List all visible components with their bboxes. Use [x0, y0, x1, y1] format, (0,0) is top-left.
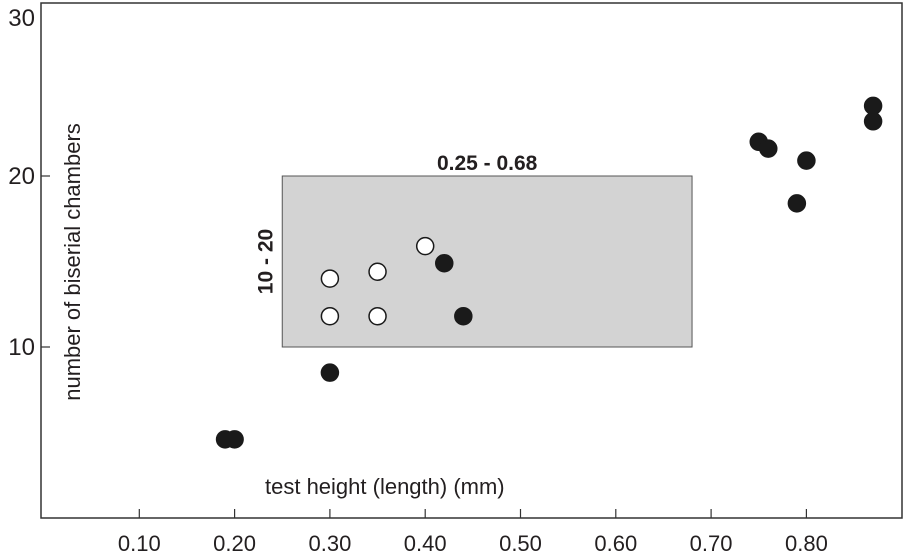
filled-data-point [863, 96, 883, 116]
x-axis-label: test height (length) (mm) [265, 474, 505, 499]
region-y-label: 10 - 20 [254, 229, 277, 294]
y-tick-label: 20 [8, 163, 35, 190]
x-tick-label: 0.20 [213, 531, 256, 554]
open-data-point [368, 306, 387, 326]
highlight-region [281, 175, 693, 348]
filled-data-point [759, 139, 778, 158]
region-x-label: 0.25 - 0.68 [437, 152, 538, 175]
filled-data-point [454, 306, 473, 326]
filled-data-point [225, 430, 244, 449]
x-tick-label: 0.60 [594, 531, 637, 554]
filled-data-point [863, 112, 883, 131]
x-tick-label: 0.70 [690, 531, 733, 554]
filled-data-point [320, 363, 340, 382]
x-tick-label: 0.30 [308, 531, 351, 554]
y-axis-label: number of biserial chambers [60, 123, 85, 401]
y-tick-label: 30 [8, 5, 35, 32]
y-tick-label: 10 [8, 334, 35, 361]
filled-data-point [797, 151, 816, 170]
x-tick-label: 0.80 [785, 531, 828, 554]
plot-frame [40, 2, 903, 519]
open-data-point [320, 306, 340, 326]
open-data-point [320, 269, 340, 288]
x-tick-label: 0.10 [118, 531, 161, 554]
filled-data-point [435, 253, 454, 273]
x-tick-label: 0.50 [499, 531, 542, 554]
x-tick-label: 0.40 [404, 531, 447, 554]
open-data-point [368, 262, 387, 282]
filled-data-point [787, 194, 807, 213]
open-data-point [415, 236, 435, 256]
